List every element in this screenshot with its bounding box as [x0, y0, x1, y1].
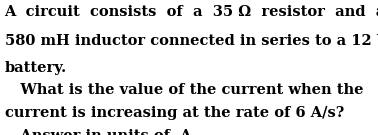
- Text: Answer in units of  A.: Answer in units of A.: [5, 129, 196, 135]
- Text: current is increasing at the rate of 6 A/s?: current is increasing at the rate of 6 A…: [5, 107, 344, 120]
- Text: A  circuit  consists  of  a  35 Ω  resistor  and  a: A circuit consists of a 35 Ω resistor an…: [5, 5, 378, 19]
- Text: 580 mH inductor connected in series to a 12 V: 580 mH inductor connected in series to a…: [5, 34, 378, 48]
- Text: battery.: battery.: [5, 61, 67, 75]
- Text: What is the value of the current when the: What is the value of the current when th…: [5, 84, 363, 97]
